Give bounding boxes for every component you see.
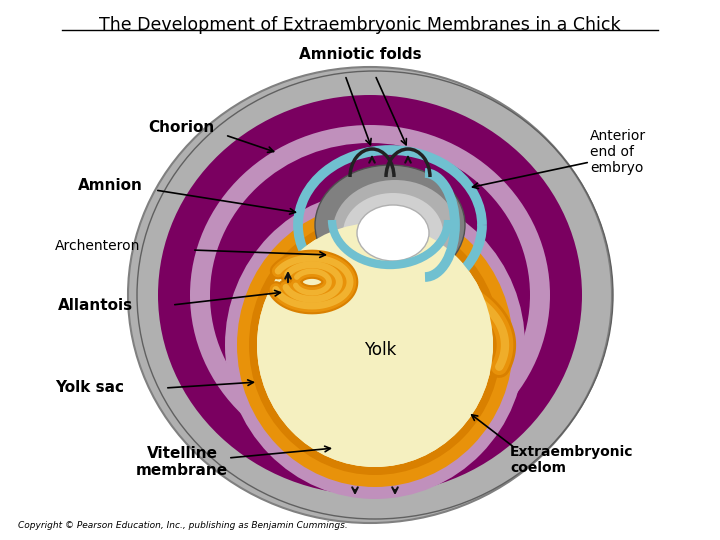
Ellipse shape [210,143,530,447]
Text: The Development of Extraembryonic Membranes in a Chick: The Development of Extraembryonic Membra… [99,16,621,34]
Text: Anterior
end of
embryo: Anterior end of embryo [590,129,646,175]
Text: Vitelline
membrane: Vitelline membrane [136,446,228,478]
Text: Yolk: Yolk [364,341,396,359]
Ellipse shape [257,223,493,467]
Ellipse shape [357,205,429,261]
Ellipse shape [128,67,612,523]
Ellipse shape [315,165,465,285]
Ellipse shape [250,140,570,420]
Ellipse shape [237,203,513,487]
Ellipse shape [225,191,525,499]
Ellipse shape [190,125,550,465]
Ellipse shape [333,180,457,280]
Text: Amniotic folds: Amniotic folds [299,47,421,62]
Text: Yolk sac: Yolk sac [55,381,124,395]
Text: Archenteron: Archenteron [55,239,140,253]
Ellipse shape [249,215,501,475]
Ellipse shape [257,223,493,467]
Text: Extraembryonic
coelom: Extraembryonic coelom [510,445,634,475]
Text: Copyright © Pearson Education, Inc., publishing as Benjamin Cummings.: Copyright © Pearson Education, Inc., pub… [18,521,348,530]
Ellipse shape [158,95,582,495]
Text: Chorion: Chorion [148,120,215,136]
Text: Allantois: Allantois [58,298,133,313]
Text: Amnion: Amnion [78,178,143,192]
Ellipse shape [343,193,443,273]
